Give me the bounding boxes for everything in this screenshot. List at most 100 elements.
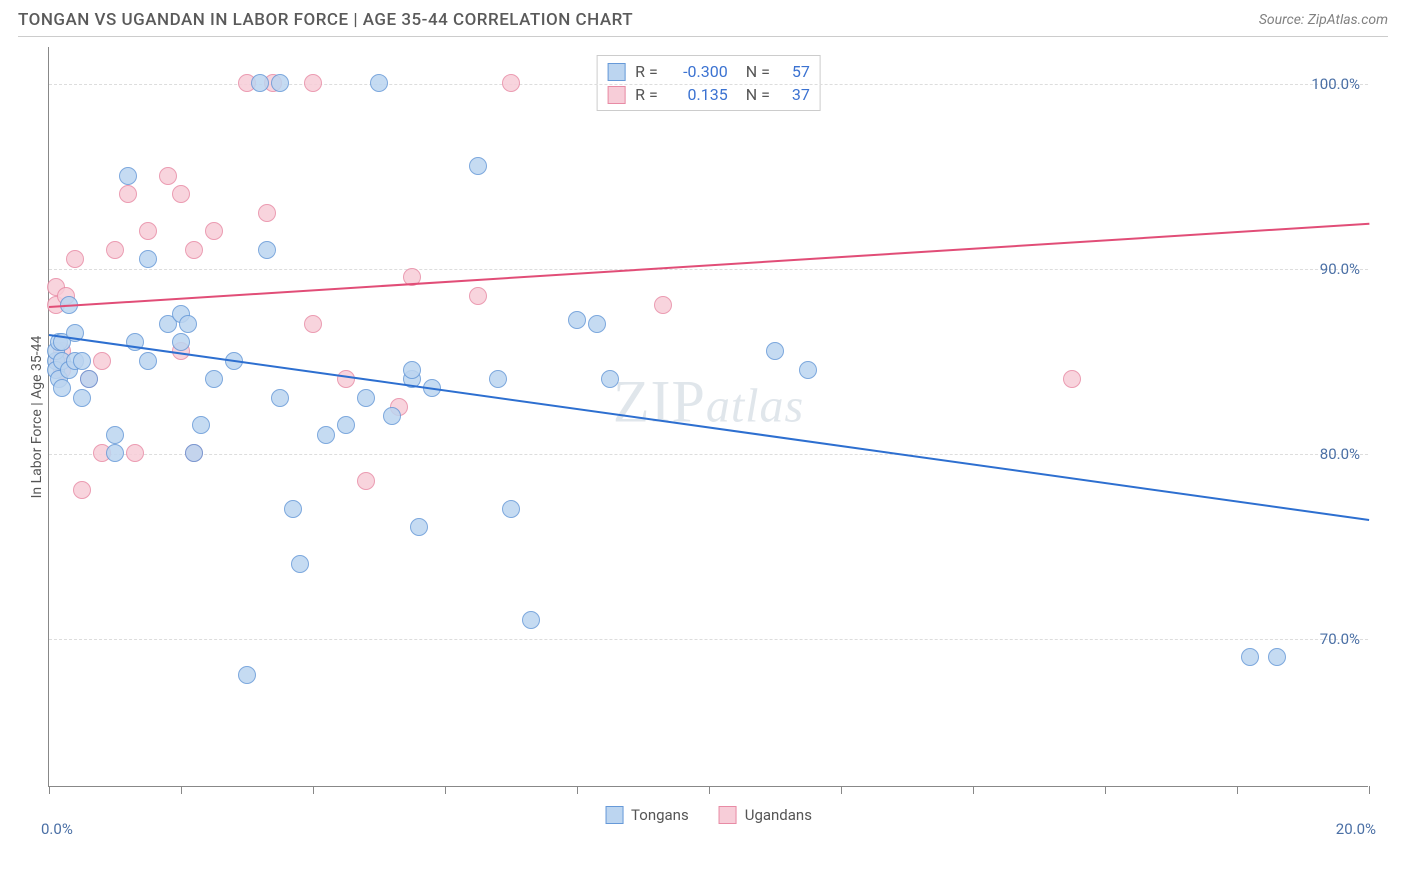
x-tick	[841, 786, 842, 794]
data-point	[80, 370, 98, 388]
trend-line	[49, 223, 1369, 308]
data-point	[357, 389, 375, 407]
data-point	[304, 74, 322, 92]
data-point	[93, 352, 111, 370]
y-tick-label: 70.0%	[1320, 630, 1360, 648]
y-tick-label: 80.0%	[1320, 445, 1360, 463]
data-point	[502, 74, 520, 92]
data-point	[258, 241, 276, 259]
n-value-tongans: 57	[780, 62, 810, 81]
chart-title: TONGAN VS UGANDAN IN LABOR FORCE | AGE 3…	[18, 10, 633, 30]
r-value-tongans: -0.300	[668, 62, 728, 81]
x-tick	[1237, 786, 1238, 794]
legend-item-tongans: Tongans	[605, 806, 689, 824]
data-point	[383, 407, 401, 425]
stats-legend-box: R = -0.300 N = 57 R = 0.135 N = 37	[596, 55, 821, 111]
swatch-tongans	[607, 63, 625, 81]
data-point	[601, 370, 619, 388]
y-axis-label: In Labor Force | Age 35-44	[29, 335, 45, 498]
data-point	[73, 389, 91, 407]
n-value-ugandans: 37	[780, 85, 810, 104]
data-point	[53, 379, 71, 397]
x-tick	[49, 786, 50, 794]
data-point	[179, 315, 197, 333]
stats-row-tongans: R = -0.300 N = 57	[607, 60, 810, 83]
swatch-tongans	[605, 806, 623, 824]
data-point	[304, 315, 322, 333]
data-point	[317, 426, 335, 444]
data-point	[271, 389, 289, 407]
data-point	[185, 444, 203, 462]
data-point	[403, 361, 421, 379]
r-value-ugandans: 0.135	[668, 85, 728, 104]
data-point	[489, 370, 507, 388]
r-label: R =	[635, 85, 658, 104]
data-point	[139, 222, 157, 240]
data-point	[522, 611, 540, 629]
data-point	[185, 241, 203, 259]
data-point	[106, 426, 124, 444]
x-tick	[1369, 786, 1370, 794]
x-tick	[1105, 786, 1106, 794]
data-point	[291, 555, 309, 573]
x-tick	[709, 786, 710, 794]
data-point	[271, 74, 289, 92]
data-point	[654, 296, 672, 314]
data-point	[251, 74, 269, 92]
x-tick-label-left: 0.0%	[41, 820, 73, 838]
gridline-h	[49, 269, 1368, 270]
data-point	[357, 472, 375, 490]
r-label: R =	[635, 62, 658, 81]
data-point	[469, 287, 487, 305]
data-point	[192, 416, 210, 434]
x-tick	[181, 786, 182, 794]
data-point	[502, 500, 520, 518]
bottom-legend: Tongans Ugandans	[605, 806, 812, 824]
data-point	[766, 342, 784, 360]
x-tick	[973, 786, 974, 794]
gridline-h	[49, 639, 1368, 640]
data-point	[139, 352, 157, 370]
data-point	[410, 518, 428, 536]
x-tick	[313, 786, 314, 794]
data-point	[119, 185, 137, 203]
x-tick	[445, 786, 446, 794]
legend-item-ugandans: Ugandans	[719, 806, 812, 824]
chart-header: TONGAN VS UGANDAN IN LABOR FORCE | AGE 3…	[0, 0, 1406, 36]
data-point	[159, 167, 177, 185]
data-point	[172, 333, 190, 351]
swatch-ugandans	[719, 806, 737, 824]
data-point	[469, 157, 487, 175]
data-point	[126, 444, 144, 462]
data-point	[172, 185, 190, 203]
data-point	[284, 500, 302, 518]
data-point	[73, 481, 91, 499]
data-point	[799, 361, 817, 379]
data-point	[73, 352, 91, 370]
n-label: N =	[746, 62, 770, 81]
data-point	[1268, 648, 1286, 666]
data-point	[106, 241, 124, 259]
data-point	[119, 167, 137, 185]
y-tick-label: 100.0%	[1311, 75, 1360, 93]
data-point	[337, 370, 355, 388]
y-tick-label: 90.0%	[1320, 260, 1360, 278]
swatch-ugandans	[607, 86, 625, 104]
plot-region: In Labor Force | Age 35-44 ZIPatlas R = …	[48, 47, 1368, 787]
source-label: Source: ZipAtlas.com	[1259, 12, 1388, 28]
stats-row-ugandans: R = 0.135 N = 37	[607, 83, 810, 106]
legend-label-ugandans: Ugandans	[745, 806, 812, 824]
trend-line	[49, 334, 1369, 521]
x-tick	[577, 786, 578, 794]
chart-area: In Labor Force | Age 35-44 ZIPatlas R = …	[18, 36, 1388, 826]
data-point	[106, 444, 124, 462]
data-point	[139, 250, 157, 268]
data-point	[1063, 370, 1081, 388]
data-point	[238, 666, 256, 684]
gridline-h	[49, 454, 1368, 455]
data-point	[66, 250, 84, 268]
data-point	[588, 315, 606, 333]
n-label: N =	[746, 85, 770, 104]
watermark-atlas: atlas	[706, 379, 804, 432]
data-point	[337, 416, 355, 434]
